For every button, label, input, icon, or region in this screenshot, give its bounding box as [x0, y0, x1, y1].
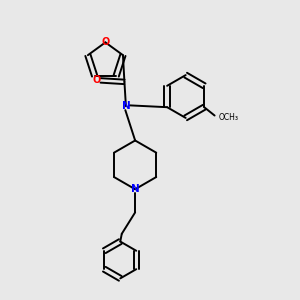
Text: O: O [93, 75, 101, 85]
Text: OCH₃: OCH₃ [218, 113, 239, 122]
Text: N: N [122, 101, 130, 111]
Text: N: N [131, 184, 140, 194]
Text: O: O [101, 38, 110, 47]
